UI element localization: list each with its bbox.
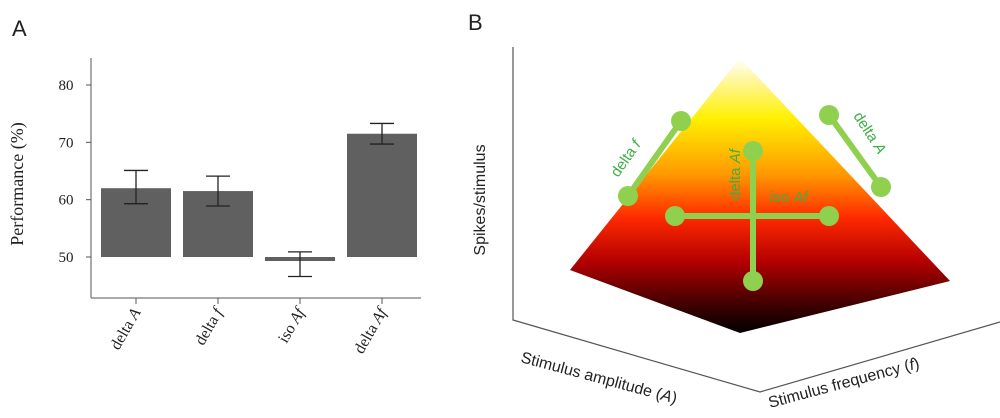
category-label: delta Af (351, 303, 392, 356)
y-tick-label: 60 (59, 193, 74, 209)
y-tick-label: 80 (59, 78, 74, 94)
bars-group (101, 133, 417, 262)
stimulus-overlay (618, 105, 891, 291)
category-label: delta A (107, 305, 144, 353)
category-label: delta f (192, 303, 228, 348)
bar (347, 133, 417, 257)
error-bars-group (124, 122, 394, 278)
panel-b-surface-plot: B delta f delta A delta Af iso Af Spikes… (468, 10, 1000, 412)
delta-Af-end-point (743, 271, 763, 291)
response-surface (570, 58, 950, 333)
x-axis-ticks (135, 298, 383, 304)
y-axis-title: Performance (%) (7, 122, 28, 245)
y-axis-ticks: 50 60 70 80 (59, 78, 91, 266)
delta-f-label: delta f (607, 136, 645, 181)
category-label: iso Af (275, 303, 309, 346)
delta-A-start-point (819, 105, 839, 125)
y-tick-label: 50 (59, 250, 74, 266)
amplitude-axis-title: Stimulus amplitude (A) (519, 349, 679, 407)
surface-box-frame (512, 47, 1000, 393)
delta-A-line (826, 112, 884, 190)
delta-Af-label: delta Af (727, 147, 744, 200)
delta-f-start-point (618, 186, 638, 206)
delta-f-end-point (671, 111, 691, 131)
panel-letter-a: A (12, 16, 27, 41)
delta-Af-start-point (743, 141, 763, 161)
spikes-axis-title: Spikes/stimulus (472, 144, 489, 255)
iso-Af-end-point (819, 206, 839, 226)
panel-letter-b: B (468, 10, 483, 35)
category-labels: delta A delta f iso Af delta Af (107, 303, 391, 356)
iso-Af-start-point (665, 206, 685, 226)
y-tick-label: 70 (59, 135, 74, 151)
iso-Af-label: iso Af (770, 189, 809, 206)
delta-f-line (625, 118, 684, 199)
delta-A-end-point (871, 177, 891, 197)
